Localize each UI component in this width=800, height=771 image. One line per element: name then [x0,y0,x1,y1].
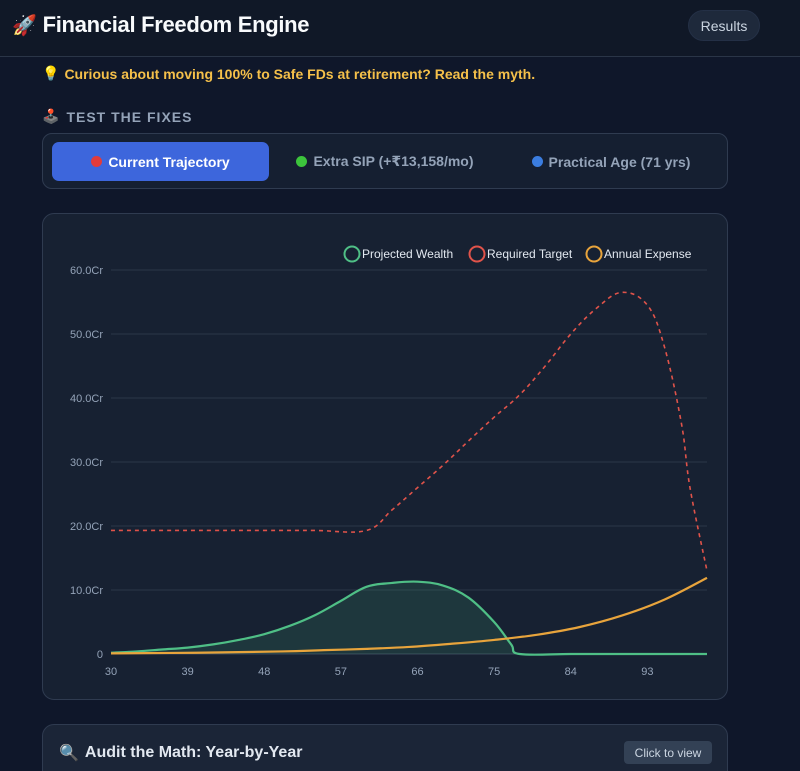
x-tick-label: 57 [335,666,347,678]
tip-text: Curious about moving 100% to Safe FDs at… [64,65,536,82]
click-to-view-button[interactable]: Click to view [624,741,712,764]
section-label-text: TEST THE FIXES [66,108,193,125]
y-tick-label: 50.0Cr [70,329,103,341]
legend-projected-wealth: Projected Wealth [343,245,453,263]
lightbulb-icon: 💡 [42,65,60,81]
x-tick-label: 48 [258,666,270,678]
audit-title: 🔍 Audit the Math: Year-by-Year [59,743,302,763]
tab-label: Current Trajectory [108,153,230,170]
wealth-chart: 0 10.0Cr 20.0Cr 30.0Cr 40.0Cr 50.0Cr 60.0Cr 30… [70,245,708,678]
legend-label: Projected Wealth [362,247,453,261]
y-tick-label: 10.0Cr [70,585,103,597]
x-tick-label: 93 [641,666,653,678]
legend-required-target: Required Target [468,245,573,263]
tab-label: Extra SIP (+₹13,158/mo) [313,153,474,169]
legend-label: Required Target [487,247,573,261]
x-tick-label: 30 [105,666,117,678]
top-bar: 🚀 Financial Freedom Engine Results [0,0,800,57]
projected-wealth-line [110,580,707,656]
blue-circle-icon [531,156,543,167]
results-button[interactable]: Results [688,10,760,41]
tab-extra-sip[interactable]: Extra SIP (+₹13,158/mo) [279,142,491,181]
x-tick-label: 66 [411,666,423,678]
audit-title-text: Audit the Math: Year-by-Year [84,744,303,761]
app-title: 🚀 Financial Freedom Engine [12,12,310,38]
green-circle-icon [296,156,308,167]
wealth-chart-card: 0 10.0Cr 20.0Cr 30.0Cr 40.0Cr 50.0Cr 60.0Cr 30… [42,213,728,700]
tab-label: Practical Age (71 yrs) [548,153,691,170]
legend-annual-expense: Annual Expense [585,245,692,263]
magnifier-icon: 🔍 [59,745,79,762]
section-label-test-fixes: 🕹️ TEST THE FIXES [42,108,192,125]
fix-selector: Current Trajectory Extra SIP (+₹13,158/m… [42,133,728,189]
app-title-text: Financial Freedom Engine [42,12,310,37]
rocket-icon: 🚀 [12,14,37,37]
y-tick-label: 20.0Cr [70,521,103,533]
legend-marker [343,245,361,263]
x-tick-label: 39 [182,666,194,678]
annual-expense-line [110,576,708,655]
x-tick-label: 84 [565,666,577,678]
tab-practical-age[interactable]: Practical Age (71 yrs) [501,142,721,181]
myth-tip-link[interactable]: 💡 Curious about moving 100% to Safe FDs … [42,65,535,82]
y-tick-label: 40.0Cr [70,393,103,405]
red-circle-icon [91,156,103,167]
legend-marker [585,245,603,263]
required-target-line [111,291,708,571]
projected-wealth-area [111,581,707,655]
y-tick-label: 60.0Cr [70,265,103,277]
y-tick-label: 30.0Cr [70,457,103,469]
legend-marker [468,245,486,263]
tab-current-trajectory[interactable]: Current Trajectory [52,142,269,181]
y-tick-label: 0 [97,649,103,661]
joystick-icon: 🕹️ [42,108,61,124]
legend-label: Annual Expense [604,247,692,261]
x-tick-label: 75 [488,666,500,678]
audit-card: 🔍 Audit the Math: Year-by-Year Click to … [42,724,728,771]
